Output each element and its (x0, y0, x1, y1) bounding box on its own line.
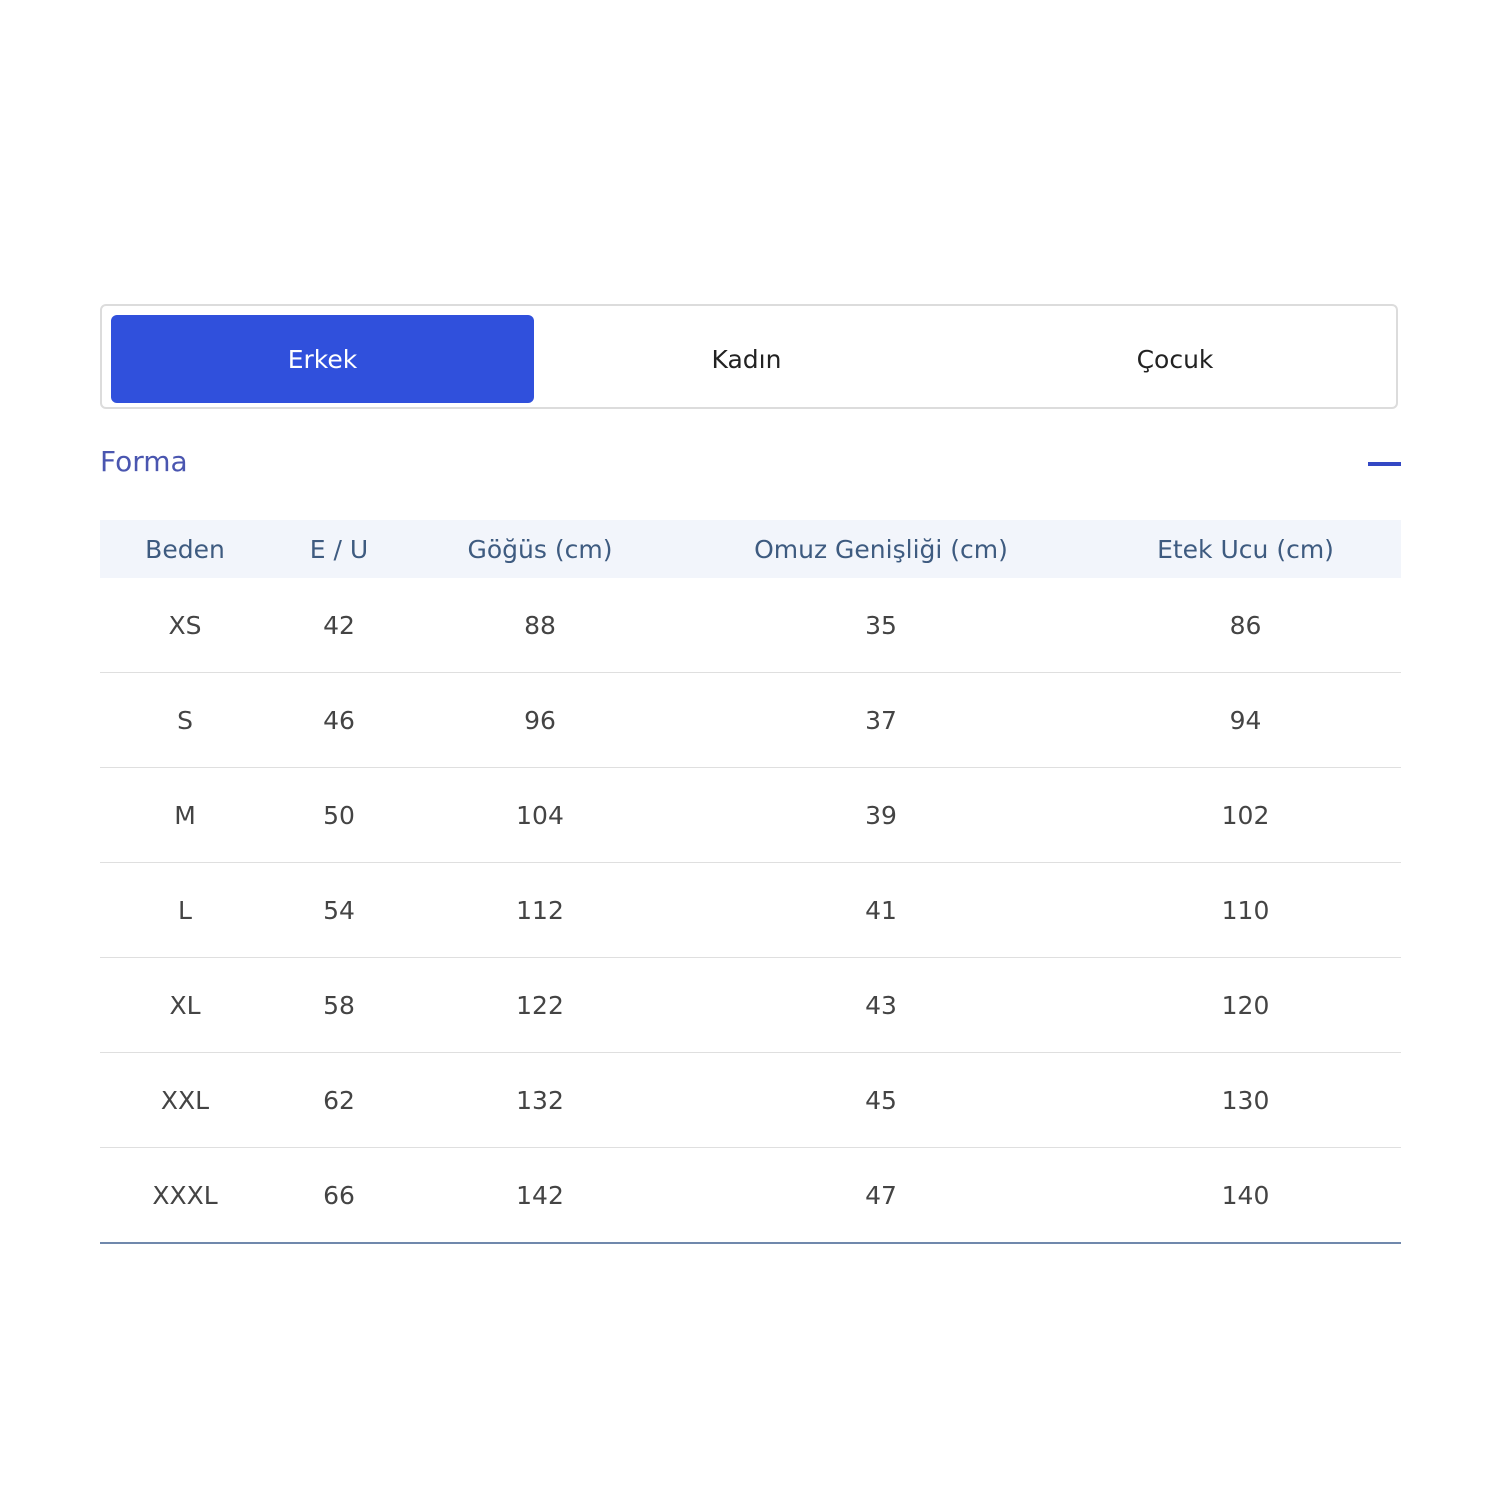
table-header-row: Beden E / U Göğüs (cm) Omuz Genişliği (cm) E… (100, 520, 1401, 578)
table-cell: 132 (408, 1052, 672, 1148)
table-cell: S (100, 672, 270, 768)
tab-cocuk[interactable]: Çocuk (1136, 344, 1214, 374)
table-cell: 102 (1090, 767, 1401, 863)
table-cell: 62 (270, 1052, 408, 1148)
table-cell: M (100, 767, 270, 863)
table-cell: 142 (408, 1147, 672, 1244)
table-cell: 86 (1090, 578, 1401, 673)
table-cell: 140 (1090, 1147, 1401, 1244)
table-row: M 50 104 39 102 (100, 767, 1401, 863)
table-cell: 130 (1090, 1052, 1401, 1148)
table-cell: XXL (100, 1052, 270, 1148)
table-row: XXL 62 132 45 130 (100, 1052, 1401, 1148)
gender-tabs: Erkek Kadın Çocuk (100, 304, 1398, 409)
size-table: Beden E / U Göğüs (cm) Omuz Genişliği (cm) E… (100, 520, 1401, 1244)
table-cell: 37 (672, 672, 1090, 768)
table-cell: 39 (672, 767, 1090, 863)
table-cell: XS (100, 578, 270, 673)
column-header: Göğüs (cm) (408, 520, 672, 578)
table-cell: 104 (408, 767, 672, 863)
table-cell: 94 (1090, 672, 1401, 768)
table-cell: XL (100, 957, 270, 1053)
table-cell: 35 (672, 578, 1090, 673)
table-cell: 88 (408, 578, 672, 673)
table-row: L 54 112 41 110 (100, 862, 1401, 958)
tab-erkek[interactable]: Erkek (111, 315, 534, 403)
table-cell: 96 (408, 672, 672, 768)
table-cell: 112 (408, 862, 672, 958)
section-title: Forma (100, 445, 188, 478)
table-cell: 43 (672, 957, 1090, 1053)
table-cell: 110 (1090, 862, 1401, 958)
table-row: XS 42 88 35 86 (100, 578, 1401, 673)
table-cell: 45 (672, 1052, 1090, 1148)
table-cell: 41 (672, 862, 1090, 958)
table-cell: 54 (270, 862, 408, 958)
minus-icon[interactable] (1368, 462, 1401, 466)
column-header: Beden (100, 520, 270, 578)
table-cell: XXXL (100, 1147, 270, 1244)
table-cell: 50 (270, 767, 408, 863)
column-header: E / U (270, 520, 408, 578)
table-cell: L (100, 862, 270, 958)
table-cell: 122 (408, 957, 672, 1053)
table-row: S 46 96 37 94 (100, 672, 1401, 768)
table-cell: 66 (270, 1147, 408, 1244)
table-cell: 120 (1090, 957, 1401, 1053)
column-header: Etek Ucu (cm) (1090, 520, 1401, 578)
table-cell: 58 (270, 957, 408, 1053)
tab-kadin[interactable]: Kadın (711, 344, 782, 374)
table-cell: 42 (270, 578, 408, 673)
table-row: XL 58 122 43 120 (100, 957, 1401, 1053)
table-cell: 47 (672, 1147, 1090, 1244)
table-cell: 46 (270, 672, 408, 768)
table-row: XXXL 66 142 47 140 (100, 1147, 1401, 1244)
column-header: Omuz Genişliği (cm) (672, 520, 1090, 578)
